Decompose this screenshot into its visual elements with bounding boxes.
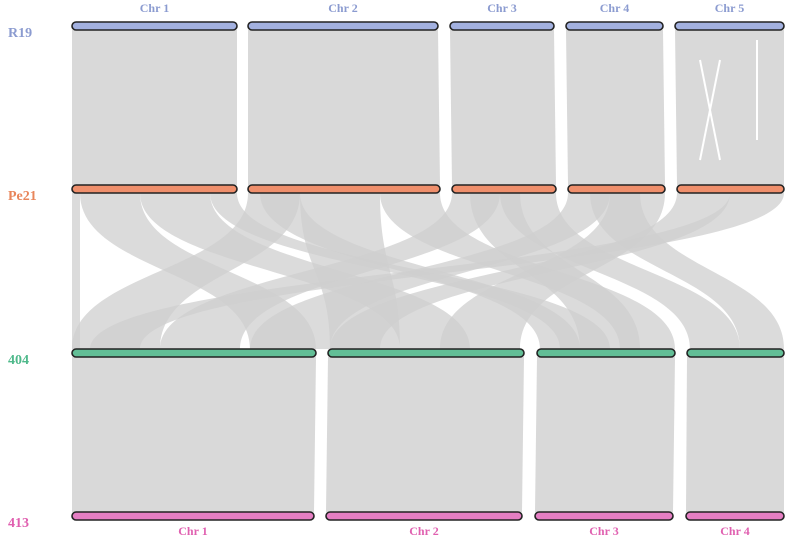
chromosome-bar (686, 348, 785, 358)
chromosome-label: Chr 2 (328, 1, 357, 15)
synteny-block (535, 357, 675, 512)
chromosome-bar (536, 348, 676, 358)
genome-label: 404 (8, 353, 29, 368)
synteny-block (566, 30, 665, 185)
synteny-block (686, 357, 784, 512)
synteny-ribbon (590, 193, 784, 349)
ribbons (72, 30, 784, 512)
chromosome-bar (247, 184, 441, 194)
synteny-ribbon (260, 193, 580, 349)
chromosome-bar (247, 21, 439, 31)
chromosome-bar (71, 184, 238, 194)
chromosome-bar (449, 21, 555, 31)
chromosome-bar (325, 511, 523, 521)
synteny-block (72, 357, 316, 512)
chromosome-bar (567, 184, 666, 194)
synteny-block (248, 30, 440, 185)
chromosome-label: Chr 1 (178, 524, 207, 538)
chromosome-bars (71, 21, 785, 521)
chromosome-bar (327, 348, 525, 358)
chromosome-bar (674, 21, 785, 31)
chromosome-label: Chr 1 (140, 1, 169, 15)
genome-label: R19 (8, 26, 32, 41)
synteny-ribbon (72, 193, 80, 349)
genome-label: 413 (8, 516, 29, 531)
chromosome-label: Chr 4 (720, 524, 749, 538)
synteny-block (326, 357, 524, 512)
synteny-ribbon (72, 193, 300, 349)
synteny-block (72, 30, 237, 185)
synteny-ribbon (160, 193, 500, 349)
gap (699, 40, 758, 161)
chromosome-bar (685, 511, 785, 521)
chromosome-label: Chr 2 (409, 524, 438, 538)
chromosome-bar (534, 511, 674, 521)
chromosome-bar (71, 348, 317, 358)
synteny-block (450, 30, 556, 185)
chromosome-bar (71, 511, 315, 521)
chromosome-bar (451, 184, 557, 194)
chromosome-bar (676, 184, 785, 194)
chromosome-label: Chr 3 (487, 1, 516, 15)
chromosome-bar (71, 21, 238, 31)
synteny-block (675, 30, 784, 185)
chromosome-label: Chr 3 (589, 524, 618, 538)
synteny-ribbon (470, 193, 640, 349)
chromosome-label: Chr 5 (715, 1, 744, 15)
labels: R19 Chr 1 Chr 2 Chr 3 Chr 4 Chr 5 Pe21 404 413 Ch… (8, 1, 750, 538)
chromosome-bar (565, 21, 664, 31)
genome-label: Pe21 (8, 189, 37, 204)
chromosome-label: Chr 4 (600, 1, 629, 15)
